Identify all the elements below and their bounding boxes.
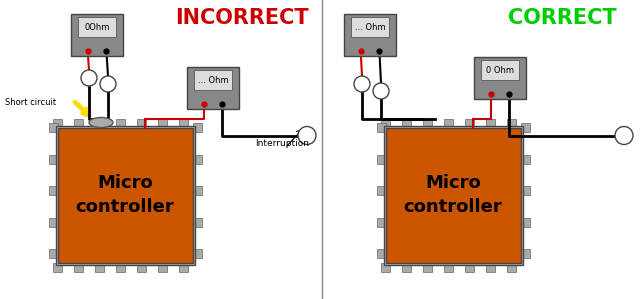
- Text: ... Ohm: ... Ohm: [197, 76, 228, 85]
- Bar: [465, 263, 474, 271]
- Bar: [53, 118, 62, 127]
- Circle shape: [81, 70, 97, 86]
- Bar: [192, 155, 201, 164]
- Bar: [187, 67, 239, 109]
- Bar: [71, 14, 123, 56]
- Bar: [137, 118, 146, 127]
- Bar: [74, 118, 83, 127]
- Text: Micro
controller: Micro controller: [404, 174, 503, 216]
- Bar: [381, 118, 390, 127]
- Text: ... Ohm: ... Ohm: [354, 22, 385, 31]
- Bar: [158, 263, 167, 271]
- Text: 0 Ohm: 0 Ohm: [486, 65, 514, 74]
- Bar: [507, 263, 516, 271]
- Circle shape: [373, 83, 389, 99]
- Bar: [381, 263, 390, 271]
- Bar: [192, 217, 201, 227]
- Bar: [344, 14, 396, 56]
- Bar: [95, 118, 104, 127]
- Bar: [423, 263, 432, 271]
- Bar: [402, 118, 411, 127]
- Bar: [116, 263, 125, 271]
- Bar: [520, 123, 529, 132]
- Text: Micro
controller: Micro controller: [76, 174, 174, 216]
- Bar: [385, 127, 520, 263]
- Bar: [158, 118, 167, 127]
- Bar: [74, 263, 83, 271]
- Ellipse shape: [89, 118, 113, 127]
- Bar: [49, 123, 58, 132]
- Text: Short circuit: Short circuit: [5, 98, 56, 107]
- Bar: [520, 155, 529, 164]
- Bar: [376, 249, 385, 258]
- Circle shape: [354, 76, 370, 92]
- Circle shape: [298, 126, 316, 144]
- Bar: [376, 123, 385, 132]
- Bar: [444, 263, 453, 271]
- Bar: [520, 249, 529, 258]
- Bar: [520, 217, 529, 227]
- Bar: [53, 263, 62, 271]
- Bar: [507, 118, 516, 127]
- Bar: [192, 186, 201, 195]
- Bar: [49, 217, 58, 227]
- Bar: [402, 263, 411, 271]
- Bar: [376, 186, 385, 195]
- Bar: [137, 263, 146, 271]
- Bar: [486, 263, 495, 271]
- Bar: [423, 118, 432, 127]
- Bar: [192, 123, 201, 132]
- Bar: [351, 17, 388, 37]
- Text: Interruption: Interruption: [255, 138, 309, 147]
- Bar: [383, 126, 522, 265]
- Bar: [56, 126, 194, 265]
- Circle shape: [100, 76, 116, 92]
- Bar: [486, 118, 495, 127]
- Bar: [49, 186, 58, 195]
- Circle shape: [615, 126, 633, 144]
- Bar: [376, 155, 385, 164]
- Bar: [49, 249, 58, 258]
- Bar: [179, 263, 188, 271]
- Bar: [49, 155, 58, 164]
- Bar: [520, 186, 529, 195]
- Bar: [376, 217, 385, 227]
- Bar: [465, 118, 474, 127]
- Bar: [192, 249, 201, 258]
- Bar: [58, 127, 192, 263]
- Bar: [95, 263, 104, 271]
- Bar: [78, 17, 116, 37]
- Bar: [194, 70, 231, 90]
- Bar: [116, 118, 125, 127]
- Bar: [481, 60, 519, 80]
- Bar: [474, 57, 526, 99]
- Text: CORRECT: CORRECT: [508, 8, 616, 28]
- Text: INCORRECT: INCORRECT: [175, 8, 309, 28]
- Bar: [444, 118, 453, 127]
- Bar: [179, 118, 188, 127]
- Text: 0Ohm: 0Ohm: [85, 22, 110, 31]
